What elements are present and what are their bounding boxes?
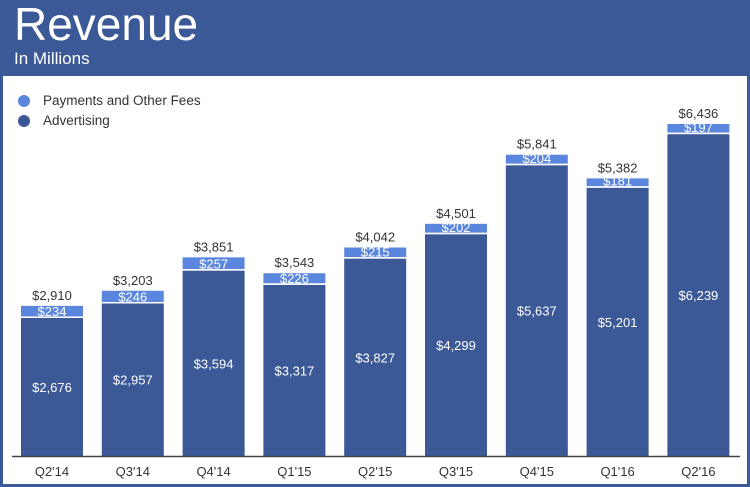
data-label-total: $5,841 <box>517 137 557 152</box>
bar-advertising <box>101 303 164 456</box>
data-label-total: $6,436 <box>679 106 719 121</box>
bar-advertising <box>182 270 245 456</box>
data-label-total: $4,501 <box>436 206 476 221</box>
data-label-advertising: $5,201 <box>598 315 638 330</box>
data-label-payments: $181 <box>603 174 632 189</box>
data-label-payments: $197 <box>684 120 713 135</box>
data-label-total: $3,203 <box>113 273 153 288</box>
data-label-total: $3,543 <box>275 255 315 270</box>
x-tick-label: Q4'15 <box>520 464 554 479</box>
data-label-advertising: $3,594 <box>194 356 234 371</box>
data-label-total: $2,910 <box>32 288 72 303</box>
bar-advertising <box>667 134 730 456</box>
data-label-advertising: $2,957 <box>113 373 153 388</box>
bar-payments <box>182 257 245 270</box>
data-label-payments: $234 <box>38 304 67 319</box>
bar-advertising <box>344 258 407 456</box>
x-tick-label: Q3'14 <box>116 464 150 479</box>
bar-advertising <box>263 284 326 456</box>
x-tick-label: Q4'14 <box>196 464 230 479</box>
x-tick-label: Q3'15 <box>439 464 473 479</box>
legend-item-advertising: Advertising <box>18 113 110 128</box>
x-tick-label: Q1'16 <box>600 464 634 479</box>
data-label-advertising: $6,239 <box>679 288 719 303</box>
x-tick-label: Q2'16 <box>681 464 715 479</box>
page-title: Revenue <box>14 0 199 50</box>
data-label-payments: $204 <box>522 151 551 166</box>
bar-advertising <box>21 317 83 456</box>
data-label-advertising: $3,317 <box>275 363 315 378</box>
data-label-total: $4,042 <box>355 229 395 244</box>
bar-payments <box>21 305 83 317</box>
legend-item-payments: Payments and Other Fees <box>18 93 201 108</box>
data-label-payments: $246 <box>118 289 147 304</box>
bar-payments <box>586 178 649 187</box>
data-label-payments: $202 <box>442 220 471 235</box>
x-tick-label: Q1'15 <box>277 464 311 479</box>
data-label-payments: $215 <box>361 245 390 260</box>
data-label-total: $3,851 <box>194 239 234 254</box>
data-label-payments: $257 <box>199 257 228 272</box>
bar-advertising <box>505 165 568 456</box>
data-label-total: $5,382 <box>598 160 638 175</box>
legend-swatch-payments <box>18 94 30 107</box>
data-label-advertising: $2,676 <box>32 380 72 395</box>
legend-label: Advertising <box>43 113 110 128</box>
bar-payments <box>667 124 730 133</box>
header: Revenue In Millions <box>0 0 750 76</box>
page-subtitle: In Millions <box>14 49 90 68</box>
data-label-advertising: $4,299 <box>436 338 476 353</box>
bar-payments <box>505 154 568 164</box>
x-tick-label: Q2'15 <box>358 464 392 479</box>
bar-payments <box>263 273 326 284</box>
bar-payments <box>344 247 407 258</box>
legend-label: Payments and Other Fees <box>43 93 201 108</box>
legend-swatch-advertising <box>18 114 30 127</box>
bar-payments <box>101 290 164 302</box>
x-tick-label: Q2'14 <box>35 464 69 479</box>
bar-payments <box>425 223 487 233</box>
data-label-payments: $226 <box>280 271 309 286</box>
bar-advertising <box>425 234 487 456</box>
data-label-advertising: $3,827 <box>355 350 395 365</box>
data-label-advertising: $5,637 <box>517 304 557 319</box>
bar-advertising <box>586 187 649 456</box>
